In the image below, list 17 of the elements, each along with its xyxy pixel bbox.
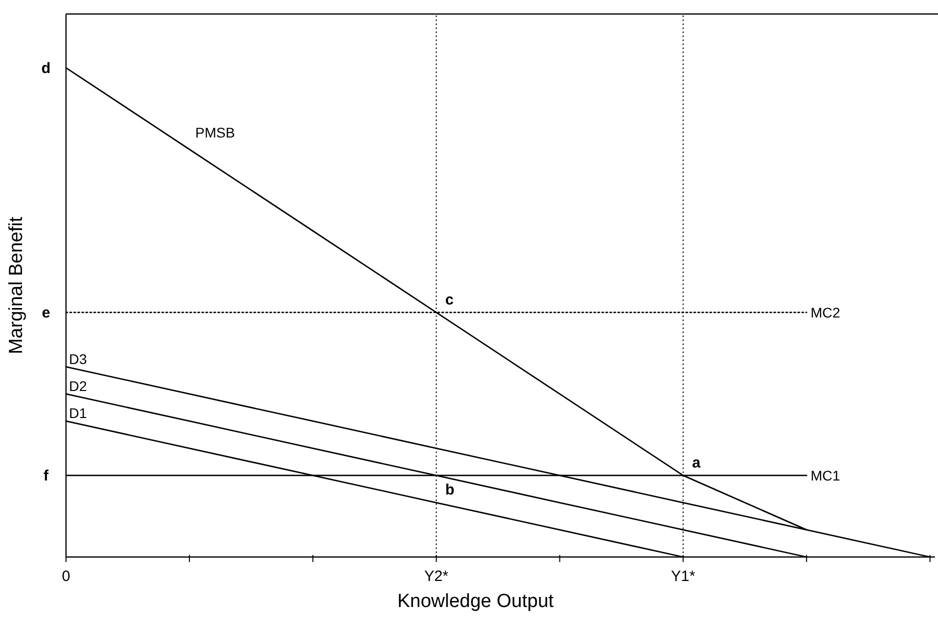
series-label: PMSB <box>195 124 235 140</box>
annotation: d <box>41 60 51 78</box>
annotation: a <box>692 454 702 472</box>
annotation: e <box>42 304 50 322</box>
x-axis-title: Knowledge Output <box>397 591 554 612</box>
x-tick-label: Y1* <box>671 568 696 585</box>
annotation: f <box>44 468 50 485</box>
series-label: MC1 <box>810 467 840 484</box>
series-label: D3 <box>69 350 88 367</box>
series-label: D1 <box>69 405 88 422</box>
y-axis-title: Marginal Benefit <box>6 216 27 354</box>
annotation: c <box>445 291 454 308</box>
series-label: D2 <box>69 378 88 394</box>
x-tick-label: 0 <box>62 568 70 585</box>
annotation: b <box>445 482 454 499</box>
x-tick-label: Y2* <box>424 568 449 585</box>
series-label: MC2 <box>810 304 840 320</box>
